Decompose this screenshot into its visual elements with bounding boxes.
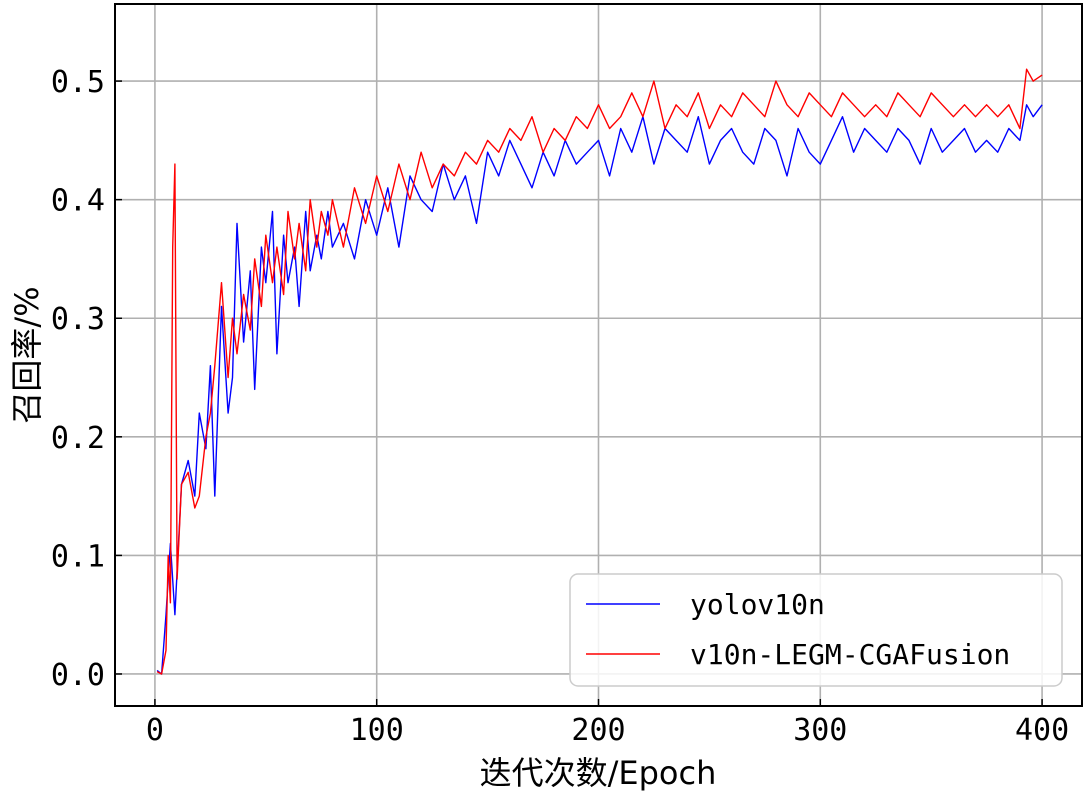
y-tick-label: 0.2: [51, 421, 105, 456]
legend-label-v10n-legm-cgafusion: v10n-LEGM-CGAFusion: [690, 638, 1010, 671]
y-tick-label: 0.0: [51, 658, 105, 693]
series-line-v10n-legm-cgafusion: [156, 68, 1043, 675]
series-line-yolov10n: [156, 104, 1043, 675]
legend-label-yolov10n: yolov10n: [690, 588, 825, 621]
x-tick-label: 0: [146, 713, 164, 748]
y-axis-title: 召回率/%: [8, 286, 46, 423]
series-layer: [156, 68, 1043, 675]
x-tick-label: 300: [793, 713, 847, 748]
y-tick-label: 0.3: [51, 302, 105, 337]
y-tick-label: 0.4: [51, 184, 105, 219]
y-tick-label: 0.1: [51, 539, 105, 574]
x-axis-title: 迭代次数/Epoch: [480, 754, 717, 792]
x-tick-label: 200: [571, 713, 625, 748]
legend: yolov10n v10n-LEGM-CGAFusion: [569, 573, 1063, 687]
x-tick-label: 100: [350, 713, 404, 748]
y-tick-label: 0.5: [51, 65, 105, 100]
legend-box: [569, 573, 1063, 687]
x-tick-label: 400: [1015, 713, 1069, 748]
ticks: 0 100 200 300 400 0.0 0.1 0.2 0.3 0.4 0.5: [51, 65, 1069, 748]
